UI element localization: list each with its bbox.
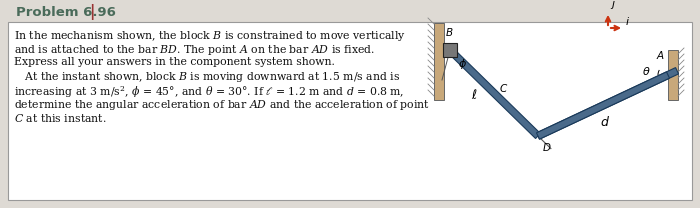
Bar [668, 50, 678, 100]
Text: At the instant shown, block $\mathit{B}$ is moving downward at 1.5 m/s and is: At the instant shown, block $\mathit{B}$… [14, 70, 400, 84]
Text: |: | [89, 4, 95, 20]
Polygon shape [536, 68, 678, 139]
Polygon shape [447, 47, 540, 139]
Text: $C$: $C$ [499, 82, 508, 94]
Text: $\phi$: $\phi$ [458, 57, 467, 71]
Text: $j$: $j$ [610, 0, 616, 11]
Text: Express all your answers in the component system shown.: Express all your answers in the componen… [14, 57, 335, 67]
Bar [443, 43, 457, 57]
Text: Problem 6.96: Problem 6.96 [16, 5, 120, 19]
Text: $A$: $A$ [655, 49, 664, 61]
Text: determine the angular acceleration of bar $\mathit{AD}$ and the acceleration of : determine the angular acceleration of ba… [14, 98, 430, 112]
Text: $i$: $i$ [625, 15, 630, 27]
Text: and is attached to the bar $\mathit{BD}$. The point $\mathit{A}$ on the bar $\ma: and is attached to the bar $\mathit{BD}$… [14, 43, 375, 57]
Text: increasing at 3 m/s$^2$, $\phi$ = 45°, and $\theta$ = 30°. If $\ell$ = 1.2 m and: increasing at 3 m/s$^2$, $\phi$ = 45°, a… [14, 84, 404, 100]
Text: $D$: $D$ [542, 141, 552, 153]
Text: $\ell$: $\ell$ [470, 88, 477, 102]
Bar [434, 23, 444, 100]
Bar [8, 22, 692, 200]
Text: In the mechanism shown, the block $\mathit{B}$ is constrained to move vertically: In the mechanism shown, the block $\math… [14, 29, 406, 43]
Text: $B$: $B$ [444, 26, 453, 38]
Text: $\theta$: $\theta$ [642, 65, 650, 77]
Text: $\mathit{C}$ at this instant.: $\mathit{C}$ at this instant. [14, 112, 106, 124]
Text: $d$: $d$ [600, 114, 610, 129]
Polygon shape [536, 72, 669, 139]
